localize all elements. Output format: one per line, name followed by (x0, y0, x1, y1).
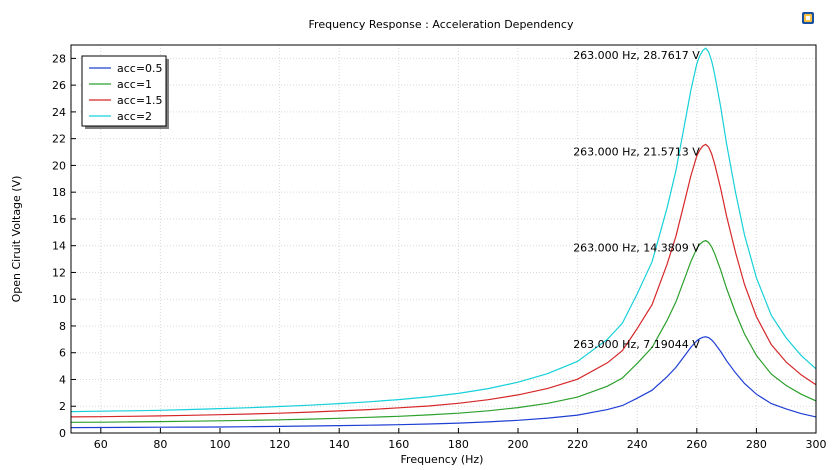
y-tick-label: 20 (52, 159, 66, 172)
y-tick-label: 4 (59, 373, 66, 386)
y-tick-label: 6 (59, 347, 66, 360)
peak-annotation: 263.000 Hz, 7.19044 V (573, 338, 700, 351)
legend-label: acc=1.5 (117, 94, 163, 107)
y-tick-label: 14 (52, 240, 66, 253)
x-tick-label: 120 (269, 438, 290, 451)
x-tick-label: 200 (508, 438, 529, 451)
grid (71, 45, 817, 434)
x-tick-label: 180 (448, 438, 469, 451)
series-line-acc-0-5 (70, 336, 817, 429)
peak-annotation: 263.000 Hz, 28.7617 V (573, 49, 700, 62)
y-tick-label: 24 (52, 106, 66, 119)
annotations: 263.000 Hz, 28.7617 V 263.000 Hz, 21.5713… (573, 49, 700, 351)
y-tick-label: 12 (52, 266, 66, 279)
y-tick-label: 22 (52, 133, 66, 146)
y-tick-label: 26 (52, 79, 66, 92)
y-tick-label: 18 (52, 186, 66, 199)
y-tick-label: 28 (52, 52, 66, 65)
x-tick-label: 300 (806, 438, 827, 451)
y-tick-label: 2 (59, 400, 66, 413)
x-tick-label: 60 (94, 438, 108, 451)
export-image-icon[interactable] (802, 12, 814, 24)
y-tick-label: 8 (59, 320, 66, 333)
y-tick-label: 16 (52, 213, 66, 226)
chart-title: Frequency Response : Acceleration Depend… (309, 18, 574, 31)
x-tick-label: 220 (567, 438, 588, 451)
x-axis: 60 80 100 120 140 160 180 200 220 240 260 280 300 (94, 428, 827, 451)
plot-area (70, 47, 817, 429)
y-axis-label: Open Ciruit Voltage (V) (10, 176, 23, 303)
series-line-acc-1-5 (70, 143, 817, 418)
peak-annotation: 263.000 Hz, 14.3809 V (573, 242, 700, 255)
y-tick-label: 0 (59, 427, 66, 440)
x-tick-label: 80 (153, 438, 167, 451)
x-axis-label: Frequency (Hz) (401, 453, 484, 466)
y-tick-label: 10 (52, 293, 66, 306)
x-tick-label: 160 (388, 438, 409, 451)
plot-frame (70, 44, 817, 434)
legend-label: acc=0.5 (117, 62, 163, 75)
x-tick-label: 260 (686, 438, 707, 451)
x-tick-label: 140 (329, 438, 350, 451)
legend-label: acc=1 (117, 78, 152, 91)
peak-annotation: 263.000 Hz, 21.5713 V (573, 145, 700, 158)
x-tick-label: 240 (627, 438, 648, 451)
x-tick-label: 100 (210, 438, 231, 451)
series-line-acc-1 (70, 239, 817, 423)
legend: acc=0.5 acc=1 acc=1.5 acc=2 (81, 55, 169, 129)
legend-label: acc=2 (117, 110, 152, 123)
x-tick-label: 280 (746, 438, 767, 451)
series-line-acc-2 (70, 47, 817, 413)
